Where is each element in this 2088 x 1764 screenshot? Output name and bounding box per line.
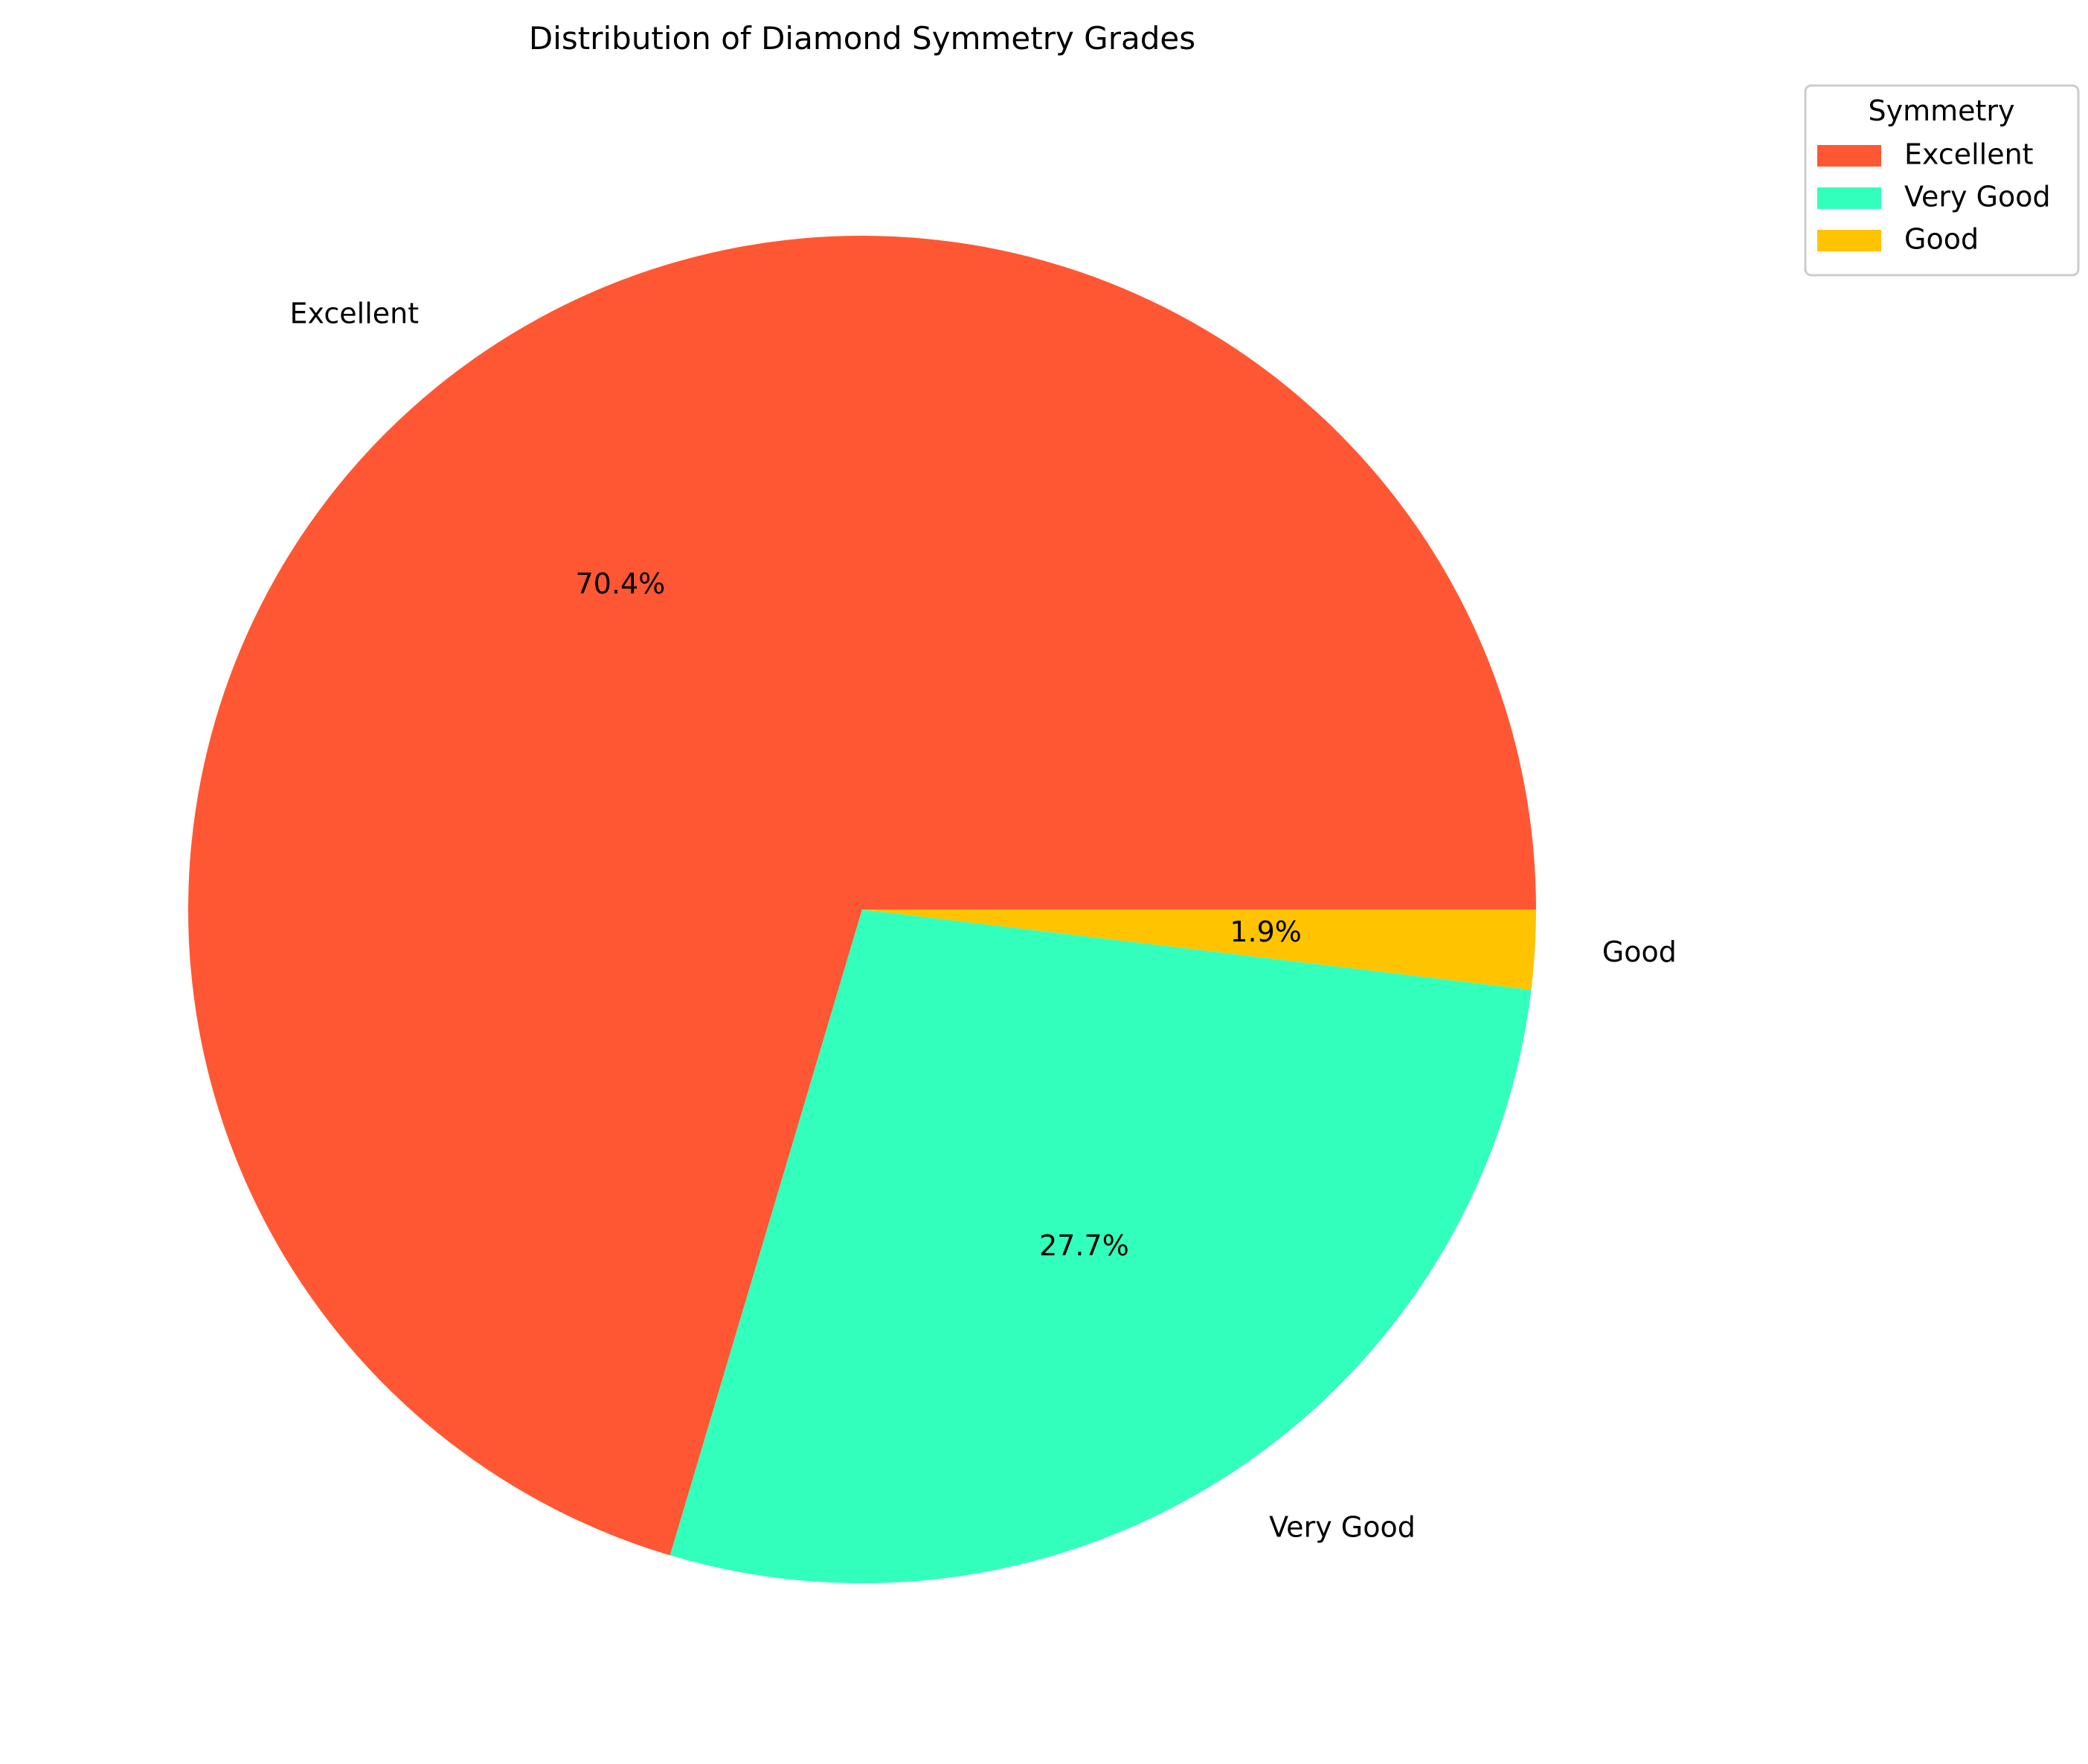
percent-labels: 70.4% 27.7% 1.9% — [576, 567, 1302, 1262]
percent-label-very-good: 27.7% — [1039, 1229, 1129, 1262]
legend-title: Symmetry — [1868, 94, 2014, 127]
legend-label-very-good: Very Good — [1904, 181, 2051, 213]
pie-slice-good — [862, 910, 1536, 990]
legend: Symmetry Excellent Very Good Good — [1804, 84, 2080, 277]
legend-swatch-excellent — [1817, 145, 1881, 167]
pie-slice-excellent — [187, 235, 1537, 1556]
legend-frame — [1804, 84, 2080, 277]
chart-title: Distribution of Diamond Symmetry Grades — [529, 20, 1195, 57]
legend-label-good: Good — [1904, 223, 1979, 256]
percent-label-excellent: 70.4% — [576, 567, 666, 600]
slice-label-good: Good — [1602, 936, 1677, 968]
slice-label-very-good: Very Good — [1269, 1510, 1416, 1543]
legend-swatch-very-good — [1817, 187, 1881, 209]
pie-slices — [187, 235, 1537, 1583]
slice-labels: Excellent Very Good Good — [290, 297, 1677, 1544]
slice-label-excellent: Excellent — [290, 297, 420, 330]
pie-slice-very-good — [669, 910, 1532, 1583]
legend-entries: Excellent Very Good Good — [1817, 138, 2051, 256]
legend-swatch-good — [1817, 230, 1881, 251]
legend-label-excellent: Excellent — [1904, 138, 2034, 171]
percent-label-good: 1.9% — [1230, 915, 1302, 948]
